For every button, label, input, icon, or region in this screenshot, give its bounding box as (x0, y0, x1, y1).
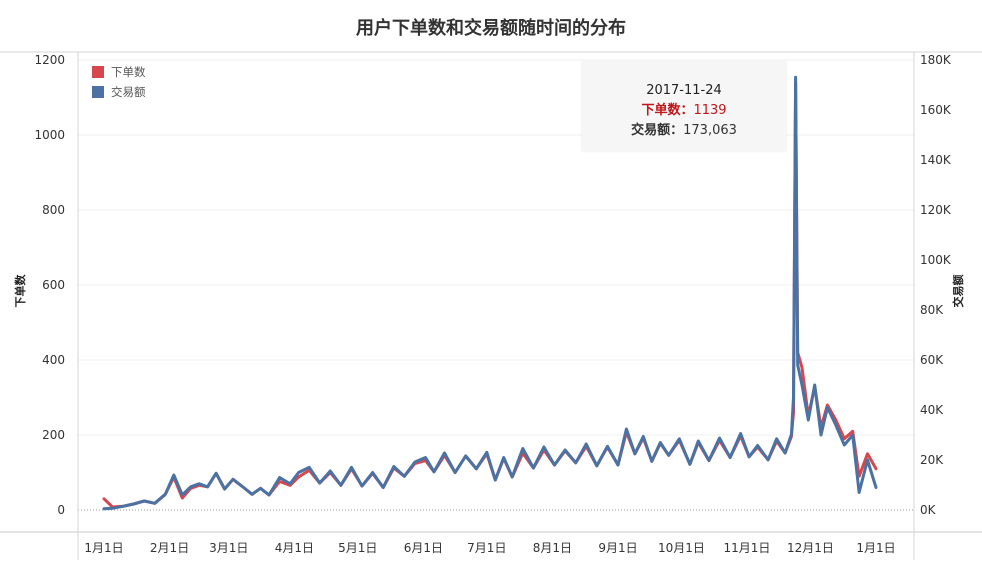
right-tick-label: 20K (920, 453, 944, 467)
left-tick-label: 600 (42, 278, 65, 292)
x-tick-label: 9月1日 (598, 541, 637, 555)
series-line-amount (102, 75, 878, 511)
legend-swatch-orders (92, 66, 104, 78)
right-tick-label: 80K (920, 303, 944, 317)
series-lines (102, 75, 878, 511)
x-tick-label: 5月1日 (338, 541, 377, 555)
tooltip-amount-label: 交易额： (631, 123, 684, 138)
right-tick-label: 180K (920, 53, 952, 67)
right-tick-label: 40K (920, 403, 944, 417)
x-tick-label: 12月1日 (787, 541, 834, 555)
chart-title: 用户下单数和交易额随时间的分布 (356, 18, 626, 39)
tooltip-amount-row: 交易额：173,063 (582, 119, 786, 138)
x-tick-label: 8月1日 (533, 541, 572, 555)
right-tick-label: 140K (920, 153, 952, 167)
left-tick-label: 200 (42, 428, 65, 442)
x-tick-label: 10月1日 (658, 541, 705, 555)
x-tick-label: 2月1日 (150, 541, 189, 555)
legend-item-orders[interactable]: 下单数 (92, 62, 146, 82)
left-tick-label: 400 (42, 353, 65, 367)
tooltip-orders-row: 下单数：1139 (582, 99, 786, 118)
x-tick-label: 3月1日 (209, 541, 248, 555)
axes: 0 200 400 600 800 1000 1200 0K 20K 40K 60K 80K 100K 1… (0, 51, 982, 560)
right-tick-label: 100K (920, 253, 952, 267)
x-tick-label: 4月1日 (275, 541, 314, 555)
x-tick-label: 11月1日 (724, 541, 771, 555)
tooltip: 2017-11-24 下单数：1139 交易额：173,063 (582, 62, 786, 151)
legend-item-amount[interactable]: 交易额 (92, 82, 146, 102)
legend-label-orders: 下单数 (111, 65, 146, 79)
tooltip-date: 2017-11-24 (646, 83, 722, 98)
legend-swatch-amount (92, 86, 104, 98)
left-tick-label: 1000 (34, 128, 65, 142)
right-tick-label: 60K (920, 353, 944, 367)
gridlines (78, 59, 914, 511)
legend: 下单数 交易额 (92, 62, 146, 102)
right-axis-title: 交易额 (951, 275, 965, 308)
tooltip-orders-value: 1139 (693, 103, 727, 118)
legend-label-amount: 交易额 (111, 85, 146, 99)
tooltip-orders-label: 下单数： (641, 103, 694, 118)
x-tick-label: 1月1日 (856, 541, 895, 555)
x-tick-label: 6月1日 (404, 541, 443, 555)
left-axis-title: 下单数 (13, 274, 27, 308)
right-tick-label: 160K (920, 103, 952, 117)
left-tick-label: 1200 (34, 53, 65, 67)
tooltip-amount-value: 173,063 (683, 123, 737, 138)
right-tick-label: 0K (920, 503, 937, 517)
x-tick-label: 1月1日 (84, 541, 123, 555)
left-tick-label: 800 (42, 203, 65, 217)
left-tick-label: 0 (57, 503, 65, 517)
right-tick-label: 120K (920, 203, 952, 217)
x-tick-label: 7月1日 (467, 541, 506, 555)
